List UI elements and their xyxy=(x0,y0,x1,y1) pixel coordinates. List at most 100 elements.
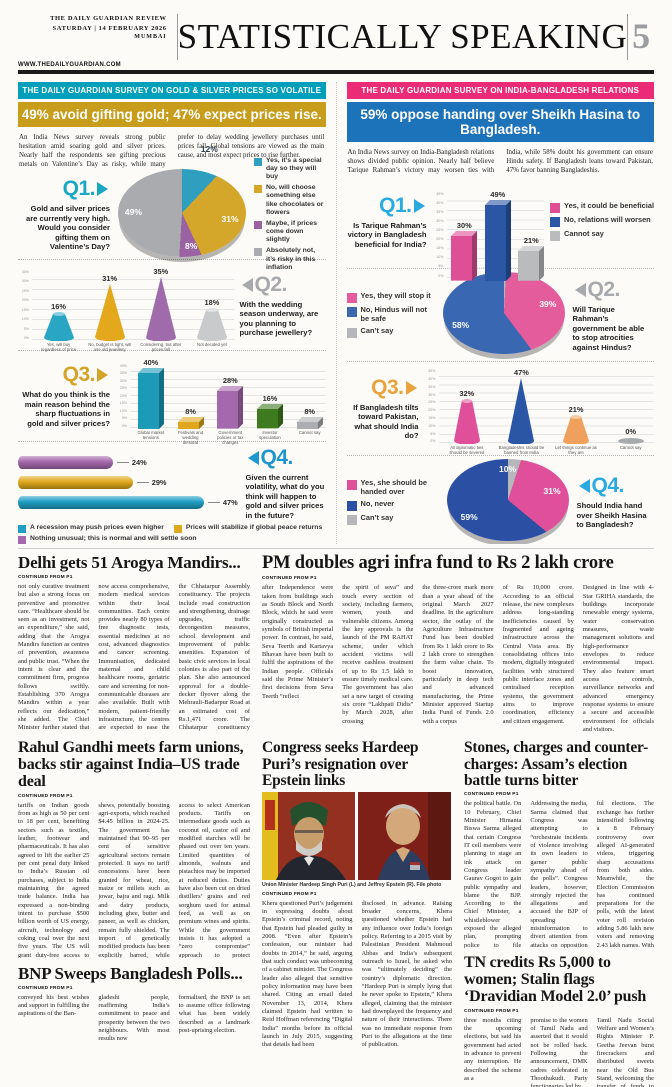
q2-number: Q2. xyxy=(587,277,621,301)
continued-from-p1: CONTINUED FROM P1 xyxy=(464,1008,519,1014)
q1-label: Q1. Gold and silver prices are currently… xyxy=(18,177,110,251)
category-label: Not decided yet xyxy=(197,343,227,348)
data-value-label: 16% xyxy=(51,301,66,311)
legend-label: Prices will stabilize if global peace re… xyxy=(185,524,323,532)
article-headline: PM doubles agri infra fund to Rs 2 lakh … xyxy=(262,553,614,573)
article-column: the three-crore mark more than a year ah… xyxy=(422,584,494,725)
legend-swatch xyxy=(346,307,357,318)
bar-shape xyxy=(177,416,204,429)
article-delhi-arogya: Delhi gets 51 Arogya Mandirs... CONTINUE… xyxy=(18,554,250,734)
category-label: Considering, but after prices fall xyxy=(140,343,182,352)
q3-question: What do you think is the main reason beh… xyxy=(22,390,110,428)
category-label: Let things continue as they are xyxy=(555,446,597,456)
question-block-q2: Yes, they will stop it No, Hindus will no… xyxy=(346,244,655,357)
legend-item: Can’t say xyxy=(346,512,439,525)
bar-item: 8% Festivals and wedding demand xyxy=(175,407,207,445)
legend-label: Yes, she should be handed over xyxy=(360,477,428,496)
data-value-label: 49% xyxy=(490,189,506,199)
hbar-shape xyxy=(18,456,113,470)
cone-shape xyxy=(617,438,644,445)
masthead-date: SATURDAY | 14 FEBRUARY 2026 xyxy=(52,24,167,32)
survey-gold-silver: THE DAILY GUARDIAN SURVEY ON GOLD & SILV… xyxy=(18,82,326,544)
article-column: access to select American products. Tari… xyxy=(178,801,250,958)
bar-chart-victory: 45% 40% 35% 30% 25% 20% 15% 10% 5% 0% 30% 49% 21% xyxy=(433,163,545,281)
article-headline: TN credits Rs 5,000 to women; Stalin fla… xyxy=(464,954,647,1005)
cone-shape xyxy=(196,307,227,341)
legend-label: Yes, it could be beneficial xyxy=(564,201,654,211)
article-tn-stalin: TN credits Rs 5,000 to women; Stalin fla… xyxy=(464,954,654,1087)
legend-label: No, never xyxy=(360,498,395,508)
pie-slice-label: 49% xyxy=(124,207,142,218)
bar-item: 49% xyxy=(484,189,511,281)
legend-swatch xyxy=(18,536,26,544)
q2-question: Will Tarique Rahman’s government be able… xyxy=(572,304,645,352)
data-value-label: 21% xyxy=(523,235,539,245)
continued-from-p1: CONTINUED FROM P1 xyxy=(18,574,73,580)
legend-item: No, Hindus will not be safe xyxy=(346,305,435,324)
arrow-left-icon xyxy=(578,479,590,494)
legend-label: Maybe, if prices come down slightly xyxy=(266,219,317,244)
article-bnp-polls: BNP Sweeps Bangladesh Polls... CONTINUED… xyxy=(18,964,250,1050)
q4-label: Q4. Should India hand over Sheikh Hasina… xyxy=(577,474,655,529)
cone-shape xyxy=(94,283,125,342)
pie-chart-atrocities: 3%39%58% xyxy=(442,244,565,354)
legend-item: Yes, it’s a special day so they will buy xyxy=(254,157,326,181)
articles-section: Delhi gets 51 Arogya Mandirs... CONTINUE… xyxy=(0,544,672,1087)
pie-disc xyxy=(442,271,565,354)
dotted-divider xyxy=(18,259,326,261)
cone-shape xyxy=(453,398,480,445)
page-title: STATISTICALLY SPEAKING xyxy=(177,17,628,56)
article-column: conveyed his best wishes and support in … xyxy=(18,993,90,1018)
q4-label: Q4. Given the current volatility, what d… xyxy=(246,446,326,520)
legend-label: Can’t say xyxy=(360,512,394,522)
article-headline: Delhi gets 51 Arogya Mandirs... xyxy=(18,553,241,572)
legend-swatch xyxy=(254,248,262,257)
article-pm-agri-fund: PM doubles agri infra fund to Rs 2 lakh … xyxy=(262,553,654,734)
arrow-left-icon xyxy=(241,277,253,292)
q1-number: Q1. xyxy=(379,193,412,217)
legend-item: Prices will stabilize if global peace re… xyxy=(173,524,323,534)
q1-number: Q1. xyxy=(62,177,96,201)
legend-item: Yes, she should be handed over xyxy=(346,477,439,497)
survey-right-headline: 59% oppose handing over Sheikh Hasina to… xyxy=(346,102,654,142)
bar-shape xyxy=(296,416,323,429)
bar-item: 28% Government policies or tax changes xyxy=(214,376,246,445)
category-label: Investor speculation xyxy=(259,430,281,440)
pie-disc xyxy=(446,458,569,541)
arrow-right-icon xyxy=(413,198,425,213)
data-value-label: 8% xyxy=(185,406,196,416)
legend-item: No, never xyxy=(346,498,439,511)
article-assam-election: Stones, charges and counter-charges: Ass… xyxy=(464,740,654,948)
cone-chart-jewellery: 35% 30% 25% 20% 15% 10% 5% 0% 16% Yes, will buy r… xyxy=(18,253,234,357)
article-headline: Rahul Gandhi meets farm unions, backs st… xyxy=(18,739,244,791)
q1-question: Is Tarique Rahman’s victory in Banglades… xyxy=(347,220,427,249)
cone-shape xyxy=(145,276,176,341)
legend-swatch xyxy=(346,500,357,511)
hbar-shape xyxy=(18,476,133,490)
cone-item: 0% Cannot say xyxy=(607,427,654,460)
cone-item: 21% Let things continue as they are xyxy=(553,405,600,461)
q2-legend: Yes, they will stop it No, Hindus will no… xyxy=(346,291,435,338)
y-axis: 35% 30% 25% 20% 15% 10% 5% 0% xyxy=(21,270,29,340)
bar-shape xyxy=(518,245,545,281)
legend-swatch xyxy=(550,203,561,214)
legend-label: Nothing unusual; this is normal and will… xyxy=(30,535,197,543)
bar-item: 30% xyxy=(451,221,478,281)
question-block-q1: Q1. Gold and silver prices are currently… xyxy=(18,144,326,270)
q3-number: Q3. xyxy=(371,375,404,399)
pie-slice-label: 8% xyxy=(184,241,198,252)
pie-slice-label: 59% xyxy=(460,512,478,523)
article-column: the Chhatarpur Assembly constituency. Th… xyxy=(178,582,250,733)
article-column: gladeshi people, reaffirming India’s com… xyxy=(98,993,170,1043)
question-block-q3: Q3. What do you think is the main reason… xyxy=(18,355,326,445)
bar-item: 21% xyxy=(518,235,545,281)
leader-line xyxy=(116,462,129,464)
page-header: THE DAILY GUARDIAN REVIEW SATURDAY | 14 … xyxy=(0,0,672,68)
cone-item: 18% Not decided yet xyxy=(190,298,233,357)
q2-number: Q2. xyxy=(254,272,288,296)
leader-line xyxy=(207,502,220,504)
bar-shape xyxy=(451,230,478,281)
article-column: Tamil Nadu Social Welfare and Women’s Ri… xyxy=(596,1016,654,1087)
survey-left-headline: 49% avoid gifting gold; 47% expect price… xyxy=(18,102,326,127)
